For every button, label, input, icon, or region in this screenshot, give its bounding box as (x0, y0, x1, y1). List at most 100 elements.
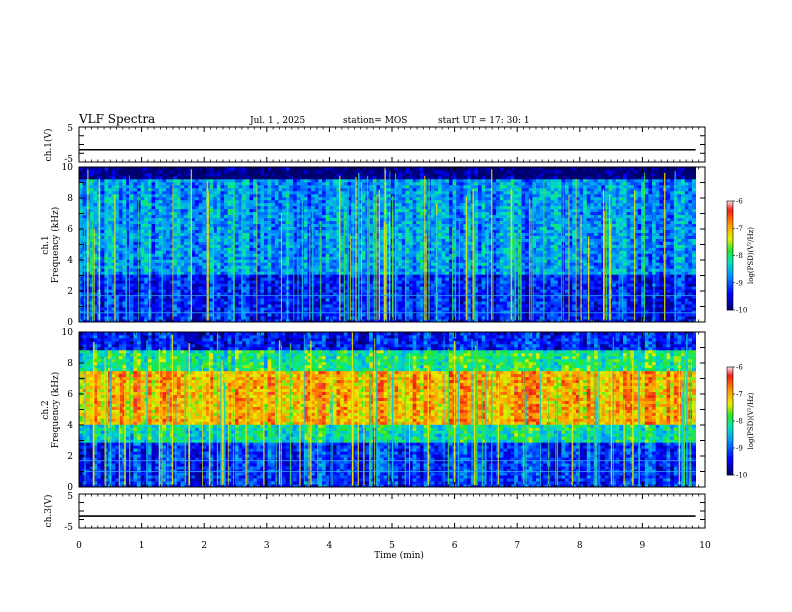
spectrogram-cell (159, 212, 163, 215)
spectrogram-cell (199, 256, 203, 259)
spectrogram-cell (308, 221, 312, 224)
spectrogram-cell (340, 268, 344, 271)
spectrogram-cell (249, 179, 253, 182)
spectrogram-cell (144, 179, 148, 182)
spectrogram-cell (162, 245, 166, 248)
spectrogram-cell (162, 298, 166, 301)
spectrogram-cell (228, 301, 232, 304)
spectrogram-cell (333, 298, 337, 301)
spectrogram-cell (260, 170, 264, 173)
spectrogram-cell (246, 304, 250, 307)
spectrogram-cell (177, 224, 181, 227)
spectrogram-cell (217, 188, 221, 191)
spectrogram-cell (181, 292, 185, 295)
spectrogram-cell (217, 259, 221, 262)
spectrogram-cell (228, 185, 232, 188)
spectrogram-cell (83, 224, 87, 227)
spectrogram-cell (83, 176, 87, 179)
spectrogram-cell (278, 197, 282, 200)
spectrogram-cell (137, 253, 141, 256)
spectrogram-cell (369, 188, 373, 191)
spectrogram-cell (220, 224, 224, 227)
spectrogram-cell (242, 227, 246, 230)
spectrogram-cell (264, 227, 268, 230)
spectrogram-cell (159, 176, 163, 179)
spectrogram-cell (195, 173, 199, 176)
spectrogram-cell (195, 292, 199, 295)
spectrogram-cell (329, 236, 333, 239)
spectrogram-cell (282, 224, 286, 227)
spectrogram-cell (133, 236, 137, 239)
spectrogram-cell (202, 200, 206, 203)
spectrogram-cell (304, 298, 308, 301)
spectrogram-cell (322, 277, 326, 280)
spectrogram-cell (289, 277, 293, 280)
spectrogram-cell (275, 265, 279, 268)
spectrogram-cell (286, 176, 290, 179)
spectrogram-cell (300, 176, 304, 179)
spectrogram-cell (130, 298, 134, 301)
spectrogram-cell (315, 206, 319, 209)
spectrogram-cell (329, 298, 333, 301)
spectrogram-cell (289, 274, 293, 277)
spectrogram-cell (220, 212, 224, 215)
spectrogram-cell (289, 203, 293, 206)
spectrogram-cell (181, 307, 185, 310)
spectrogram-cell (249, 236, 253, 239)
spectrogram-cell (162, 274, 166, 277)
spectrogram-cell (289, 250, 293, 253)
spectrogram-cell (191, 307, 195, 310)
spectrogram-cell (181, 188, 185, 191)
spectrogram-cell (101, 247, 105, 250)
spectrogram-cell (162, 250, 166, 253)
spectrogram-cell (286, 191, 290, 194)
spectrogram-cell (329, 271, 333, 274)
spectrogram-cell (271, 271, 275, 274)
spectrogram-cell (271, 277, 275, 280)
spectrogram-cell (249, 316, 253, 319)
spectrogram-cell (380, 209, 384, 212)
spectrogram-cell (217, 212, 221, 215)
spectrogram-cell (333, 245, 337, 248)
spectrogram-cell (217, 253, 221, 256)
spectrogram-cell (246, 212, 250, 215)
spectrogram-cell (184, 245, 188, 248)
spectrogram-cell (257, 233, 261, 236)
spectrogram-cell (282, 286, 286, 289)
spectrogram-cell (304, 176, 308, 179)
spectrogram-cell (326, 245, 330, 248)
spectrogram-cell (304, 206, 308, 209)
spectrogram-cell (191, 230, 195, 233)
spectrogram-cell (391, 185, 395, 188)
spectrogram-cell (278, 206, 282, 209)
spectrogram-cell (191, 262, 195, 265)
spectrogram-cell (333, 230, 337, 233)
spectrogram-cell (191, 316, 195, 319)
spectrogram-cell (329, 277, 333, 280)
spectrogram-cell (402, 179, 406, 182)
spectrogram-cell (191, 277, 195, 280)
spectrogram-cell (289, 271, 293, 274)
spectrogram-cell (162, 194, 166, 197)
spectrogram-cell (199, 239, 203, 242)
spectrogram-cell (144, 277, 148, 280)
spectrogram-cell (260, 185, 264, 188)
spectrogram-cell (228, 188, 232, 191)
spectrogram-cell (228, 304, 232, 307)
spectrogram-cell (184, 206, 188, 209)
spectrogram-cell (217, 271, 221, 274)
spectrogram-cell (119, 271, 123, 274)
spectrogram-cell (326, 233, 330, 236)
spectrogram-cell (119, 313, 123, 316)
spectrogram-cell (362, 215, 366, 218)
spectrogram-cell (144, 197, 148, 200)
spectrogram-cell (242, 307, 246, 310)
spectrogram-cell (152, 298, 156, 301)
spectrogram-cell (246, 301, 250, 304)
spectrogram-cell (329, 209, 333, 212)
spectrogram-cell (202, 280, 206, 283)
spectrogram-cell (304, 188, 308, 191)
spectrogram-cell (297, 262, 301, 265)
spectrogram-cell (210, 179, 214, 182)
spectrogram-cell (351, 179, 355, 182)
